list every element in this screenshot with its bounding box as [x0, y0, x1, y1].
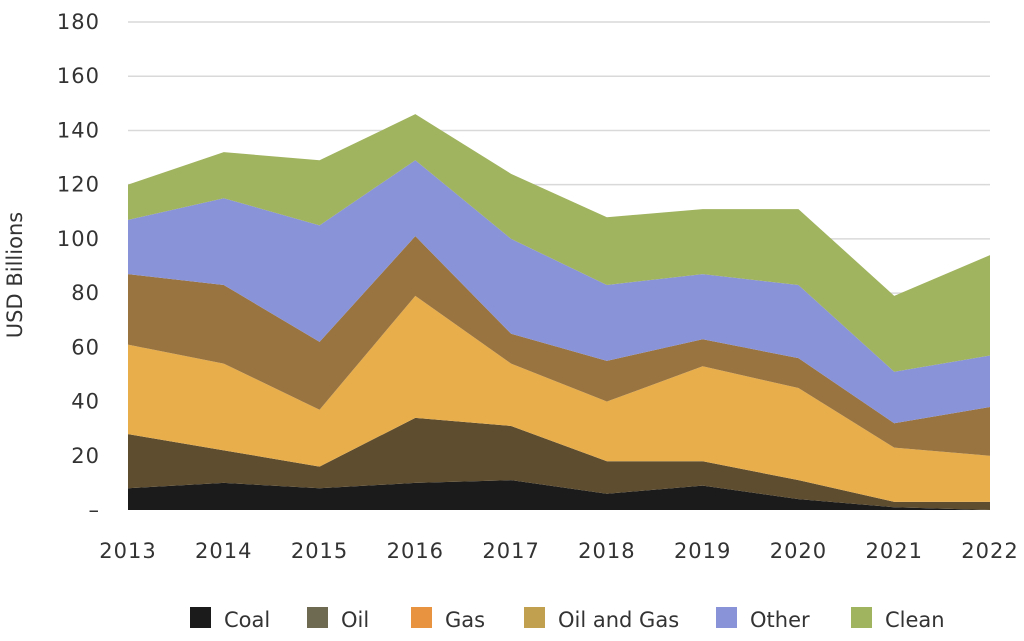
legend-label: Gas: [445, 608, 485, 632]
x-tick-label: 2022: [961, 539, 1018, 563]
legend-item-coal: Coal: [190, 607, 270, 632]
x-tick-label: 2015: [291, 539, 348, 563]
y-tick-label: 80: [71, 281, 100, 305]
y-tick-label: 60: [71, 335, 100, 359]
x-tick-label: 2018: [578, 539, 635, 563]
x-tick-label: 2020: [770, 539, 827, 563]
x-tick-label: 2019: [674, 539, 731, 563]
y-tick-label: 100: [57, 227, 100, 251]
legend-item-oil: Oil: [307, 607, 369, 632]
legend-label: Clean: [885, 608, 945, 632]
legend-item-gas: Gas: [411, 607, 485, 632]
legend-label: Oil and Gas: [558, 608, 679, 632]
legend-swatch: [716, 607, 737, 628]
x-tick-label: 2017: [482, 539, 539, 563]
x-axis: 2013 2014 2015 2016 2017 2018 2019 2020 2021 2022: [99, 539, 1018, 563]
legend-item-other: Other: [716, 607, 810, 632]
y-tick-label: –: [89, 498, 101, 522]
area-series: [128, 114, 990, 510]
y-tick-label: 140: [57, 118, 100, 142]
x-tick-label: 2013: [99, 539, 156, 563]
y-tick-label: 20: [71, 444, 100, 468]
legend-swatch: [524, 607, 545, 628]
legend-swatch: [190, 607, 211, 628]
y-tick-label: 120: [57, 173, 100, 197]
area-oil: [128, 417, 990, 510]
legend-label: Oil: [341, 608, 369, 632]
y-tick-label: 40: [71, 390, 100, 414]
x-tick-label: 2014: [195, 539, 252, 563]
area-gas: [128, 295, 990, 502]
legend-item-oil-and-gas: Oil and Gas: [524, 607, 679, 632]
area-other: [128, 160, 990, 424]
legend-swatch: [307, 607, 328, 628]
legend-item-clean: Clean: [851, 607, 945, 632]
y-tick-label: 180: [57, 10, 100, 34]
legend-label: Other: [750, 608, 810, 632]
area-coal: [128, 480, 990, 510]
legend-swatch: [851, 607, 872, 628]
area-clean: [128, 114, 990, 372]
y-tick-label: 160: [57, 64, 100, 88]
legend: Coal Oil Gas Oil and Gas Other Clean: [190, 607, 945, 632]
y-axis: – 20 40 60 80 100 120 140 160 180: [57, 10, 101, 522]
x-tick-label: 2016: [387, 539, 444, 563]
legend-label: Coal: [224, 608, 270, 632]
y-axis-label: USD Billions: [3, 212, 27, 338]
area-oil-and-gas: [128, 236, 990, 456]
legend-swatch: [411, 607, 432, 628]
x-tick-label: 2021: [865, 539, 922, 563]
